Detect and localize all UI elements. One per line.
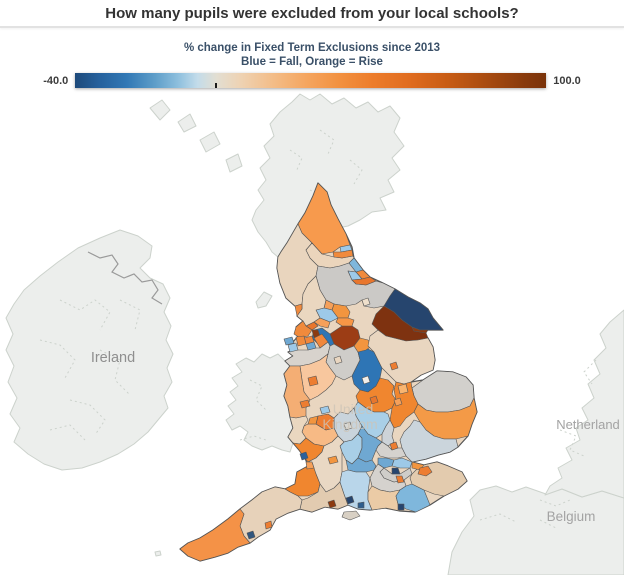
region-telford[interactable] [299,399,311,409]
land-benelux [544,309,624,499]
region-dudley[interactable] [307,415,319,425]
region-oldham[interactable] [313,317,331,329]
legend-bar-row: -40.0 100.0 [0,73,624,88]
region-bristol[interactable] [299,451,309,461]
region-barrow[interactable] [294,303,303,317]
land-hebrides-3 [199,131,221,153]
region-sefton[interactable] [283,336,295,346]
region-somerset[interactable] [284,461,321,497]
background-border-line [87,251,163,305]
page-title: How many pupils were excluded from your … [105,4,519,22]
region-london-ne[interactable] [391,457,413,469]
region-london-city[interactable] [391,467,401,475]
map-label-ireland: Ireland [91,350,135,366]
region-devon[interactable] [239,486,303,544]
background-border-line [349,159,363,185]
region-salford[interactable] [305,341,317,351]
region-portsmouth[interactable] [357,501,365,509]
region-high-peak[interactable] [333,355,343,365]
region-essex[interactable] [399,419,459,463]
map-label-united: United [333,401,373,417]
map-area[interactable]: Ireland Netherland Belgium United Kingdom % … [0,28,624,575]
region-medway[interactable] [417,465,433,477]
region-luton[interactable] [389,441,399,451]
background-border-line [119,299,141,331]
background-border-line [249,379,267,411]
region-herefordshire[interactable] [287,415,309,445]
map-label-netherland: Netherland [556,417,620,432]
region-stoke[interactable] [307,375,319,387]
region-lincolnshire[interactable] [367,329,436,385]
region-liverpool[interactable] [287,342,299,353]
background-border-line [99,349,131,396]
land-scotland [251,93,405,258]
map-label-kingdom: Kingdom [322,416,377,432]
region-plymouth[interactable] [246,530,256,540]
land-isle-of-man [255,291,273,309]
region-peterborough[interactable] [397,383,409,395]
region-torbay[interactable] [264,520,273,530]
region-cornwall[interactable] [179,508,251,562]
title-bar: How many pupils were excluded from your … [0,0,624,28]
land-wales [225,353,294,453]
legend-zero-tick [215,83,218,88]
map-label-belgium: Belgium [547,509,596,524]
legend-gradient-bar[interactable] [75,73,547,88]
region-hertfordshire[interactable] [375,441,407,459]
land-scilly [154,550,162,557]
region-wakefield[interactable] [335,317,355,327]
background-border-line [59,299,111,331]
region-brighton[interactable] [397,503,405,511]
region-leicester-city[interactable] [369,395,379,405]
region-wigan[interactable] [293,320,313,339]
region-coventry[interactable] [343,421,353,431]
region-hull[interactable] [411,326,429,334]
land-hebrides-4 [225,153,243,173]
region-southampton[interactable] [345,495,355,505]
background-border-line [319,129,335,155]
region-norfolk[interactable] [411,370,475,413]
region-isle-of-wight[interactable] [341,510,361,521]
region-rutland[interactable] [393,397,403,407]
land-hebrides-2 [177,113,197,133]
region-croydon[interactable] [395,475,405,484]
region-manchester[interactable] [313,333,329,349]
region-nottingham-city[interactable] [361,375,371,385]
background-border-line [39,339,76,379]
land-france [447,485,624,575]
region-east-sussex[interactable] [395,483,431,513]
land-ireland [5,229,174,471]
region-swindon[interactable] [327,455,339,465]
region-lincoln[interactable] [389,361,399,371]
region-bath[interactable] [305,461,315,470]
land-hebrides-1 [149,99,171,121]
region-bournemouth[interactable] [327,499,337,509]
background-border-line [583,359,597,385]
region-gateshead[interactable] [332,249,354,259]
region-walsall[interactable] [319,405,331,415]
background-border-line [539,499,571,507]
region-middlesbrough[interactable] [351,276,377,286]
background-border-line [69,399,106,436]
background-border-line [479,513,517,523]
region-york[interactable] [361,297,371,307]
region-st-helens[interactable] [295,335,307,347]
background-border-line [49,424,86,441]
